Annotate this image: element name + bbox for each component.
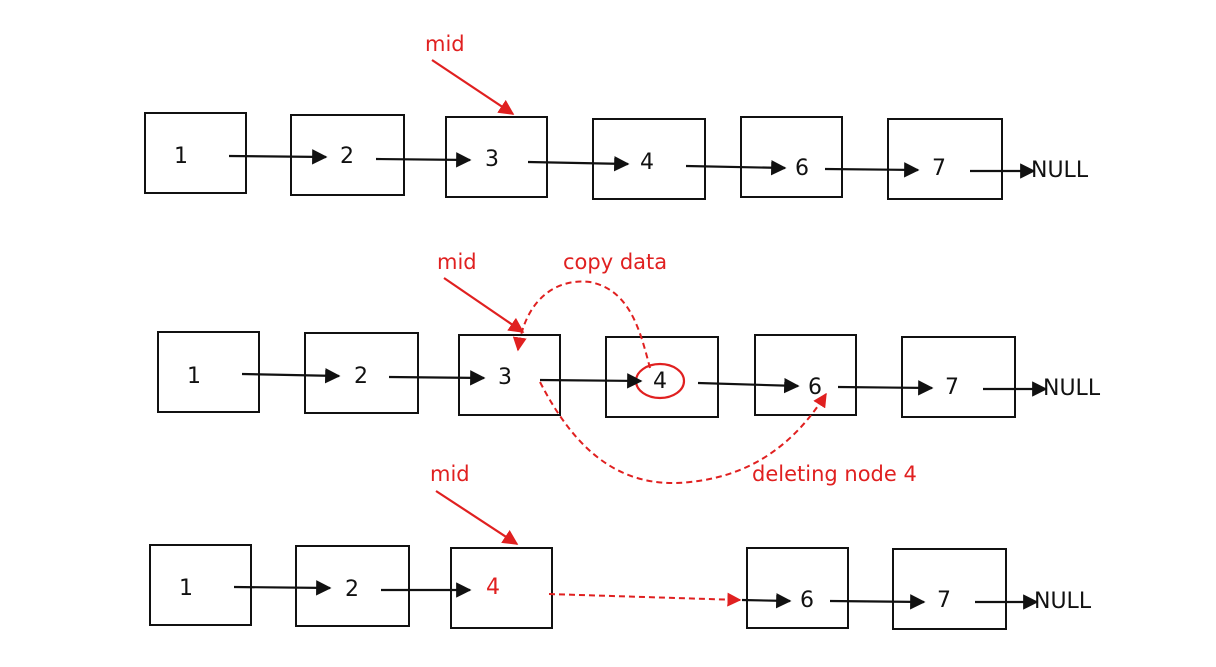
row3-node-1-value: 1 xyxy=(179,576,193,601)
row-3: mid 1 2 4 6 7 NULL xyxy=(149,462,1092,630)
row1-link-6-7 xyxy=(824,162,920,178)
row2-mid-label: mid xyxy=(437,250,477,274)
row2-node-1-value: 1 xyxy=(187,364,201,389)
row3-mid-pointer xyxy=(435,490,519,545)
copy-data-arrow xyxy=(512,280,651,369)
row2-node-7: 7 xyxy=(901,336,1016,418)
row2-null-label: NULL xyxy=(1043,376,1101,401)
row2-link-3-4 xyxy=(539,373,643,389)
row2-node-2-value: 2 xyxy=(354,364,368,389)
row3-mid-label: mid xyxy=(430,462,470,486)
row1-link-2-3 xyxy=(375,152,472,168)
row1-link-4-6 xyxy=(685,160,787,176)
row2-link-1-2 xyxy=(241,368,341,384)
row3-node-1: 1 xyxy=(149,544,252,626)
row1-node-3-value: 3 xyxy=(485,147,499,172)
row1-node-4-value: 4 xyxy=(640,150,654,175)
row1-node-4: 4 xyxy=(592,118,706,200)
row3-link-4-6 xyxy=(548,592,742,607)
row1-node-2: 2 xyxy=(290,114,405,196)
row2-copy-data-label: copy data xyxy=(563,250,667,274)
row2-mid-pointer xyxy=(443,277,525,333)
row2-link-6-7 xyxy=(837,380,934,396)
row3-link-6-7 xyxy=(829,594,926,610)
row3-node-4: 4 xyxy=(450,547,553,629)
row-2: mid copy data 1 2 3 4 6 7 xyxy=(157,250,1101,486)
row3-link-4-6-tail xyxy=(741,593,792,609)
row1-link-3-4 xyxy=(527,156,630,172)
row-1: mid 1 2 3 4 6 7 NULL xyxy=(144,32,1089,200)
row3-link-1-2 xyxy=(233,580,332,596)
row2-node-1: 1 xyxy=(157,331,260,413)
row2-node-4: 4 xyxy=(605,336,719,418)
row1-node-1-value: 1 xyxy=(174,144,188,169)
row2-node-3-value: 3 xyxy=(498,365,512,390)
row2-node-4-value: 4 xyxy=(653,369,667,394)
row1-mid-label: mid xyxy=(425,32,465,56)
row2-node-2: 2 xyxy=(304,332,419,414)
row2-link-2-3 xyxy=(388,370,486,386)
row2-node-6-value: 6 xyxy=(808,375,822,400)
row2-delete-label: deleting node 4 xyxy=(752,462,917,486)
row1-null-label: NULL xyxy=(1031,158,1089,183)
row1-node-7: 7 xyxy=(887,118,1003,200)
row1-node-3: 3 xyxy=(445,116,548,198)
row3-null-label: NULL xyxy=(1034,589,1092,614)
row3-node-6-value: 6 xyxy=(800,588,814,613)
row3-node-2-value: 2 xyxy=(345,577,359,602)
row2-node-7-value: 7 xyxy=(945,375,959,400)
delete-node-arrow xyxy=(539,381,827,484)
row2-link-4-6 xyxy=(697,377,800,394)
row3-node-6: 6 xyxy=(746,547,849,629)
row1-mid-pointer xyxy=(431,59,515,115)
row1-node-6-value: 6 xyxy=(795,156,809,181)
row1-node-2-value: 2 xyxy=(340,144,354,169)
row2-node-3: 3 xyxy=(458,334,561,416)
row3-node-2: 2 xyxy=(295,545,410,627)
row2-node-6: 6 xyxy=(754,334,857,416)
row3-node-4-value: 4 xyxy=(486,575,500,600)
row1-link-1-2 xyxy=(228,149,328,165)
row3-node-7-value: 7 xyxy=(937,588,951,613)
row1-node-1: 1 xyxy=(144,112,247,194)
row1-node-6: 6 xyxy=(740,116,843,198)
row1-node-7-value: 7 xyxy=(932,156,946,181)
row3-node-7: 7 xyxy=(892,548,1007,630)
